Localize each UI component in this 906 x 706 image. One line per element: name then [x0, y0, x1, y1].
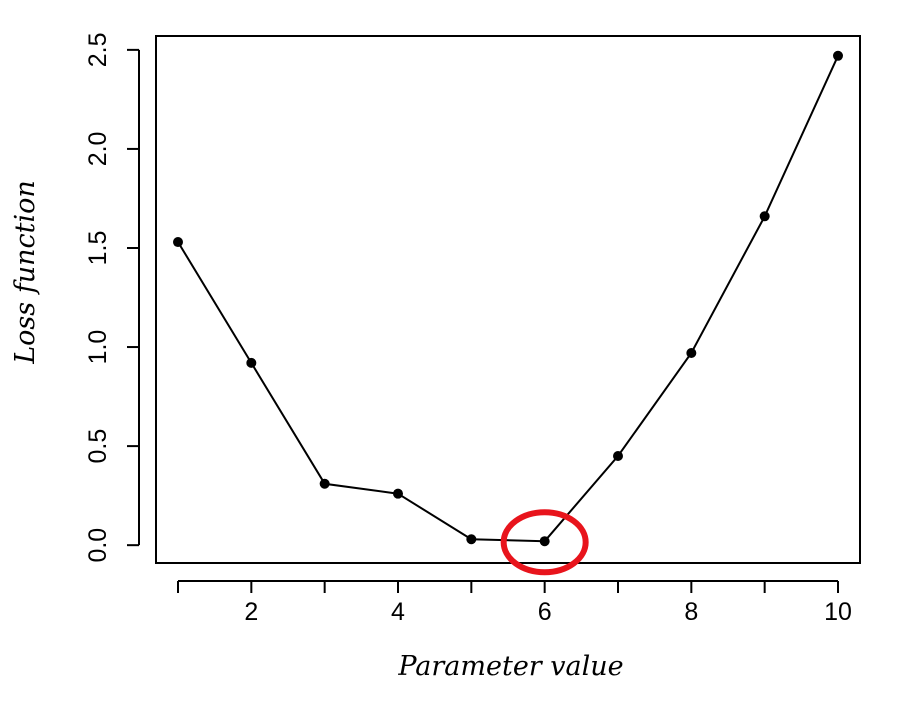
y-tick-label: 0.0 [84, 528, 112, 563]
x-tick-label: 8 [684, 598, 698, 626]
data-point [833, 50, 843, 61]
plot-frame [155, 35, 861, 564]
y-tick-label: 1.5 [84, 231, 112, 266]
data-point [759, 211, 770, 222]
data-point [246, 357, 257, 368]
data-point [539, 536, 550, 547]
y-axis-title: Loss function [10, 180, 41, 365]
series-line [177, 55, 839, 543]
series-markers [173, 50, 843, 547]
data-point [686, 347, 697, 358]
y-tick-label: 2.5 [84, 32, 112, 67]
data-point [613, 451, 623, 462]
data-point [173, 237, 183, 248]
y-tick-label: 2.0 [84, 132, 112, 167]
x-axis: 2 4 6 8 10 [177, 580, 852, 626]
y-axis: 0.0 0.5 1.0 1.5 2.0 2.5 [84, 32, 140, 563]
data-point [393, 488, 403, 499]
x-tick-label: 10 [824, 598, 852, 626]
minimum-highlight-circle [500, 509, 589, 576]
y-tick-label: 1.0 [84, 330, 112, 365]
data-point [319, 478, 330, 489]
x-tick-label: 4 [391, 598, 405, 626]
x-tick-label: 2 [244, 598, 258, 626]
x-tick-label: 6 [538, 598, 552, 626]
data-point [466, 534, 477, 545]
y-tick-label: 0.5 [84, 429, 112, 464]
x-axis-title: Parameter value [397, 651, 623, 682]
